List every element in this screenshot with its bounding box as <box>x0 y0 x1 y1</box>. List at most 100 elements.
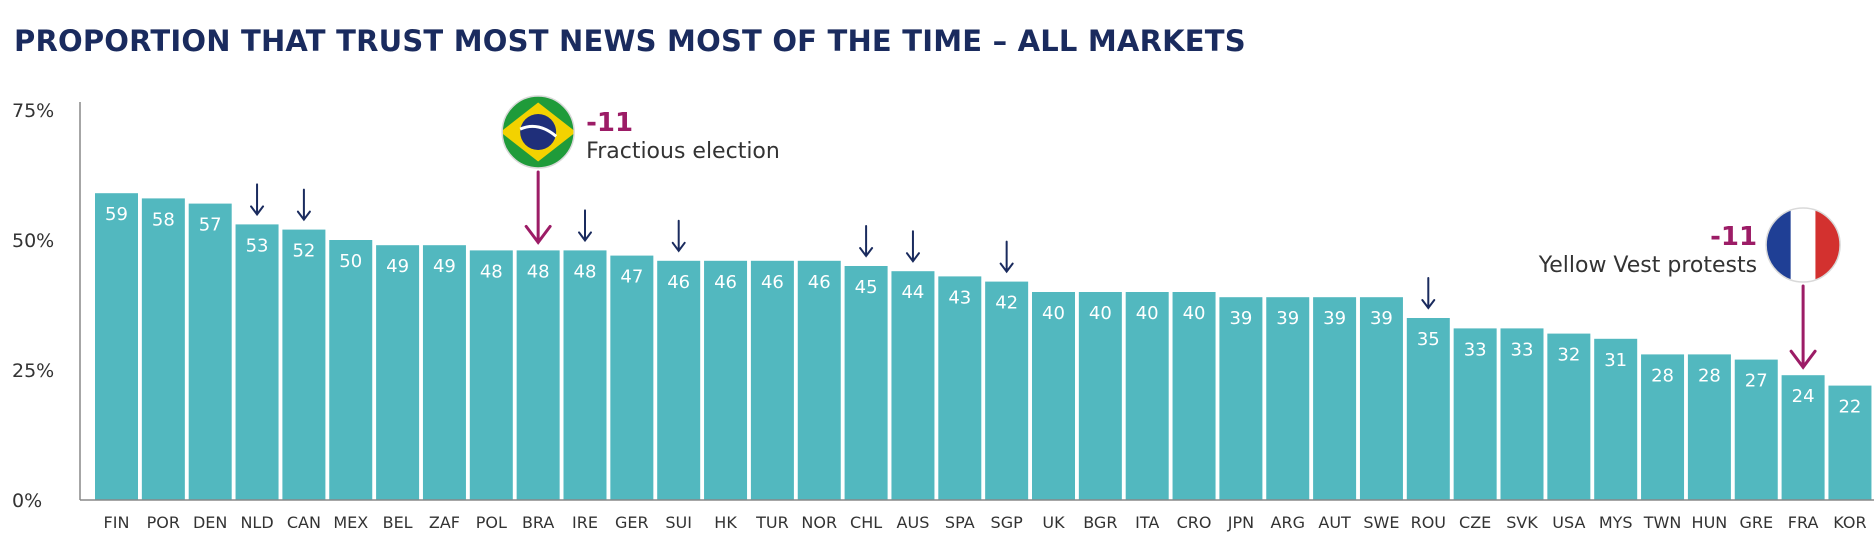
decline-arrow-aus <box>905 230 920 263</box>
bar-usa <box>1547 333 1591 500</box>
bar-spa <box>938 276 982 500</box>
value-label-jpn: 39 <box>1229 308 1252 329</box>
x-tick-label-cze: CZE <box>1459 513 1491 532</box>
x-tick-label-usa: USA <box>1552 513 1585 532</box>
bar-pol <box>469 250 513 500</box>
x-tick-label-mys: MYS <box>1599 513 1633 532</box>
annotation-text-bra: Fractious election <box>586 139 780 164</box>
y-tick-label: 75% <box>12 100 54 122</box>
bar-sgp <box>985 281 1029 500</box>
decline-arrow-chl <box>859 225 874 258</box>
x-tick-label-fin: FIN <box>104 513 130 532</box>
bar-can <box>282 229 326 500</box>
value-label-sui: 46 <box>667 272 690 293</box>
brazil-flag-icon <box>501 95 575 169</box>
value-label-chl: 45 <box>855 277 878 298</box>
bar-bgr <box>1078 292 1122 500</box>
value-label-hk: 46 <box>714 272 737 293</box>
value-label-usa: 32 <box>1557 345 1580 366</box>
bar-chl <box>844 266 888 500</box>
decline-arrow-can <box>296 188 311 222</box>
bar-uk <box>1032 292 1075 500</box>
value-label-aus: 44 <box>901 282 924 303</box>
bar-bel <box>376 245 420 500</box>
bar-mys <box>1594 338 1638 500</box>
x-tick-label-bgr: BGR <box>1083 513 1117 532</box>
x-tick-label-sgp: SGP <box>991 513 1024 532</box>
bar-cro <box>1172 292 1216 500</box>
x-tick-label-tur: TUR <box>755 513 789 532</box>
value-label-cze: 33 <box>1464 339 1487 360</box>
x-tick-label-gre: GRE <box>1739 513 1773 532</box>
bar-gre <box>1734 359 1778 500</box>
bar-rou <box>1406 318 1450 500</box>
y-tick-label: 0% <box>12 490 42 512</box>
value-label-bra: 48 <box>527 261 550 282</box>
value-label-aut: 39 <box>1323 308 1346 329</box>
value-label-rou: 35 <box>1417 329 1440 350</box>
value-label-bel: 49 <box>386 256 409 277</box>
bar-nor <box>797 260 841 500</box>
decline-arrow-sui <box>671 219 686 253</box>
x-tick-label-hun: HUN <box>1692 513 1728 532</box>
value-label-uk: 40 <box>1042 303 1065 324</box>
value-label-twn: 28 <box>1651 365 1674 386</box>
value-label-por: 58 <box>152 209 175 230</box>
value-label-swe: 39 <box>1370 308 1393 329</box>
y-axis: 0% 25% 50% 75% <box>12 100 81 512</box>
annotation-arrow-fra <box>1789 284 1817 370</box>
bar-bra <box>516 250 560 500</box>
decline-arrow-sgp <box>999 240 1014 274</box>
bar-ita <box>1125 292 1169 500</box>
value-label-fra: 24 <box>1792 386 1815 407</box>
decline-arrow-nld <box>250 183 265 217</box>
value-label-sgp: 42 <box>995 293 1018 314</box>
x-tick-label-fra: FRA <box>1788 513 1819 532</box>
bar-jpn <box>1219 297 1263 500</box>
bar-svk <box>1500 328 1544 500</box>
x-tick-label-sui: SUI <box>665 513 692 532</box>
x-tick-label-cro: CRO <box>1177 513 1212 532</box>
bar-ger <box>610 255 654 500</box>
bar-swe <box>1359 297 1403 500</box>
bar-ire <box>563 250 607 500</box>
value-label-mys: 31 <box>1604 350 1627 371</box>
x-tick-label-aut: AUT <box>1318 513 1351 532</box>
x-tick-label-chl: CHL <box>850 513 882 532</box>
bar-kor <box>1828 385 1872 500</box>
x-tick-label-kor: KOR <box>1833 513 1866 532</box>
value-label-nor: 46 <box>808 272 831 293</box>
value-label-cro: 40 <box>1183 303 1206 324</box>
x-tick-label-bra: BRA <box>522 513 554 532</box>
x-tick-label-arg: ARG <box>1271 513 1305 532</box>
x-tick-label-por: POR <box>147 513 180 532</box>
bar-mex <box>329 240 373 500</box>
value-label-pol: 48 <box>480 261 503 282</box>
annotation-text-fra: Yellow Vest protests <box>1538 253 1757 278</box>
bar-cze <box>1453 328 1497 500</box>
x-tick-label-swe: SWE <box>1363 513 1399 532</box>
annotation-arrow-bra <box>524 170 552 245</box>
annotation-change-fra: -11 <box>1710 222 1757 252</box>
bar-hun <box>1687 354 1731 500</box>
x-tick-label-can: CAN <box>287 513 321 532</box>
annotation-change-bra: -11 <box>586 108 633 138</box>
x-tick-label-nld: NLD <box>240 513 273 532</box>
value-label-kor: 22 <box>1838 397 1861 418</box>
x-tick-label-den: DEN <box>193 513 227 532</box>
x-tick-label-ire: IRE <box>572 513 598 532</box>
x-tick-label-bel: BEL <box>383 513 413 532</box>
decline-markers <box>250 183 1436 310</box>
value-label-nld: 53 <box>246 235 269 256</box>
value-label-spa: 43 <box>948 287 971 308</box>
x-tick-label-nor: NOR <box>801 513 837 532</box>
value-label-tur: 46 <box>761 272 784 293</box>
value-label-arg: 39 <box>1276 308 1299 329</box>
value-label-den: 57 <box>199 215 222 236</box>
x-axis: FIN POR DEN NLD CAN MEX BEL ZAF POL BRA IRE GER SUI H… <box>80 499 1874 532</box>
value-label-svk: 33 <box>1511 339 1534 360</box>
france-flag-icon <box>1765 207 1841 283</box>
bar-zaf <box>422 245 466 500</box>
